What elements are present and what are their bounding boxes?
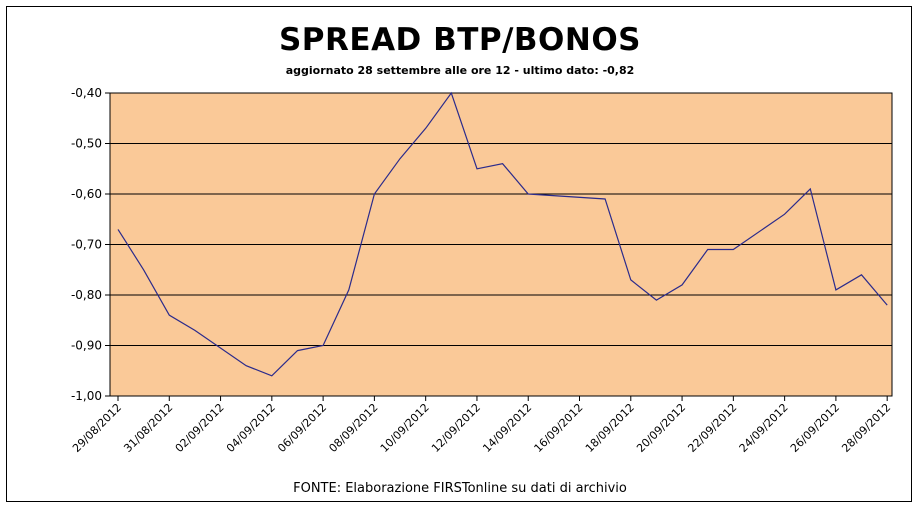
y-tick-label: -0,40 xyxy=(71,86,102,100)
x-tick-label: 02/09/2012 xyxy=(173,401,227,455)
x-tick-label: 08/09/2012 xyxy=(326,401,380,455)
series-line xyxy=(117,91,888,377)
x-tick-label: 16/09/2012 xyxy=(532,401,586,455)
y-tick-label: -0,50 xyxy=(71,137,102,151)
x-tick-label: 26/09/2012 xyxy=(788,401,842,455)
x-tick-label: 10/09/2012 xyxy=(378,401,432,455)
x-tick-label: 28/09/2012 xyxy=(839,401,893,455)
y-tick-label: -0,90 xyxy=(71,339,102,353)
y-tick-label: -0,70 xyxy=(71,238,102,252)
x-tick-label: 12/09/2012 xyxy=(429,401,483,455)
x-tick-label: 22/09/2012 xyxy=(685,401,739,455)
chart-title: SPREAD BTP/BONOS xyxy=(278,22,642,58)
chart-subtitle: aggiornato 28 settembre alle ore 12 - ul… xyxy=(285,64,635,77)
x-tick-label: 31/08/2012 xyxy=(121,401,175,455)
x-tick-label: 29/08/2012 xyxy=(70,401,124,455)
x-tick-label: 14/09/2012 xyxy=(480,401,534,455)
x-tick-label: 04/09/2012 xyxy=(224,401,278,455)
y-tick-label: -0,60 xyxy=(71,187,102,201)
plot-border xyxy=(109,92,893,397)
x-tick-label: 20/09/2012 xyxy=(634,401,688,455)
x-tick-label: 06/09/2012 xyxy=(275,401,329,455)
y-tick-label: -0,80 xyxy=(71,288,102,302)
y-tick-label: -1,00 xyxy=(71,389,102,403)
x-tick-label: 18/09/2012 xyxy=(583,401,637,455)
chart-footer: FONTE: Elaborazione FIRSTonline su dati … xyxy=(293,481,627,496)
x-tick-label: 24/09/2012 xyxy=(737,401,791,455)
